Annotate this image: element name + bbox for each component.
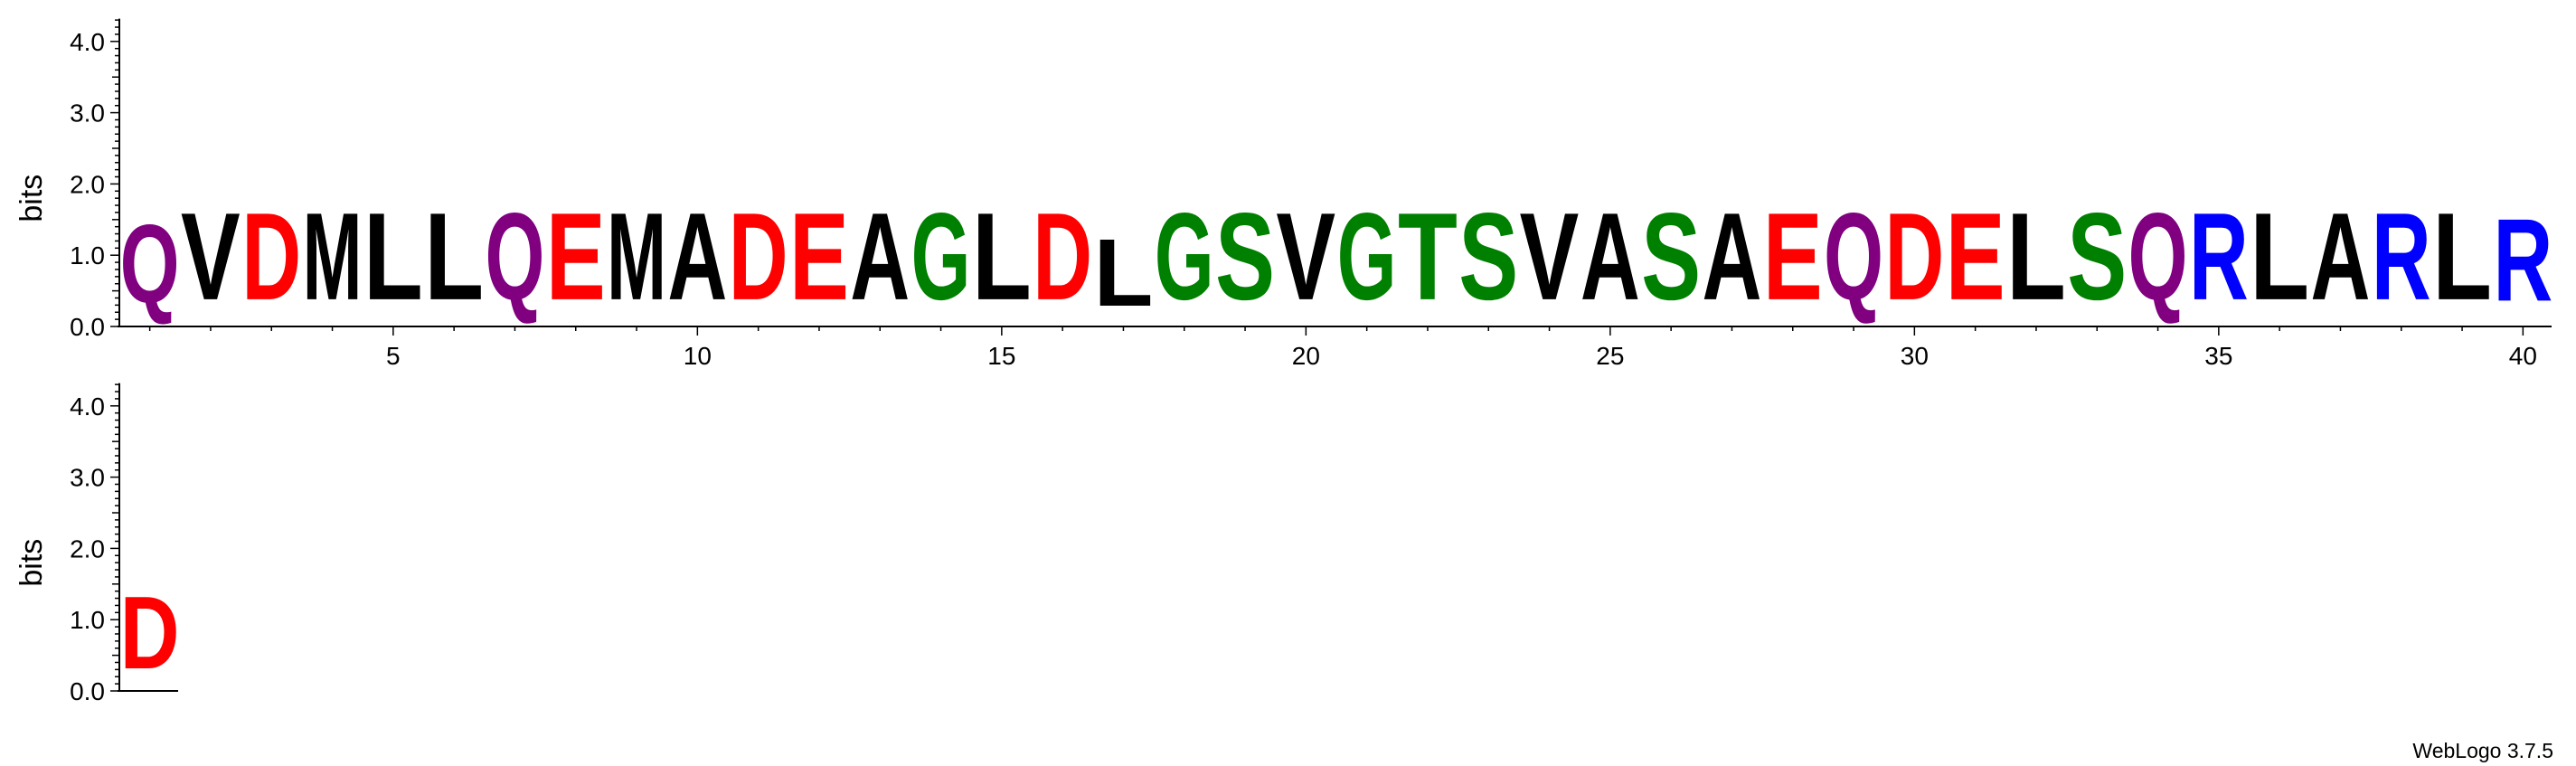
y-tick-label: 2.0	[70, 170, 105, 198]
y-tick-label: 0.0	[70, 677, 105, 705]
logo-panel-2: 0.0 1.0 2.0 3.0 4.0 bits D	[14, 383, 180, 705]
logo-letter-L: L	[972, 187, 1032, 326]
y-tick-label: 1.0	[70, 606, 105, 634]
logo-letter-L: L	[1093, 219, 1153, 326]
logo-letter-A: A	[1581, 186, 1640, 326]
logo-letter-S: S	[1641, 188, 1701, 326]
y-tick-label: 4.0	[70, 28, 105, 56]
logo-letter-D: D	[1033, 186, 1092, 326]
logo-letter-R: R	[2493, 194, 2552, 326]
logo-letter-L: L	[424, 187, 484, 326]
x-tick-label: 30	[1901, 342, 1929, 370]
logo-letter-M: M	[607, 187, 666, 326]
y-tick-label: 0.0	[70, 313, 105, 341]
logo-letter-Q: Q	[120, 202, 180, 326]
logo-letter-A: A	[1702, 186, 1761, 326]
x-tick-label: 40	[2509, 342, 2537, 370]
logo-letter-E: E	[1763, 188, 1823, 326]
weblogo-version-label: WebLogo 3.7.5	[2412, 739, 2553, 762]
logo-letter-L: L	[2432, 187, 2492, 326]
logo-letter-G: G	[911, 188, 971, 326]
logo-letter-R: R	[2372, 186, 2431, 326]
logo-letter-L: L	[363, 187, 423, 326]
logo-letter-D: D	[729, 186, 788, 326]
logo-letter-E: E	[1946, 188, 2005, 326]
x-tick-label: 20	[1292, 342, 1320, 370]
logo-letter-S: S	[1215, 188, 1275, 326]
logo-letter-T: T	[1398, 187, 1458, 326]
logo-letter-Q: Q	[2128, 188, 2188, 326]
logo-letter-D: D	[120, 575, 180, 690]
logo-letter-S: S	[2067, 188, 2127, 326]
x-tick-label: 35	[2204, 342, 2232, 370]
y-tick-label: 3.0	[70, 464, 105, 492]
logo-letter-L: L	[2250, 187, 2309, 326]
y-axis-label: bits	[14, 539, 49, 587]
logo-letter-R: R	[2189, 186, 2249, 326]
logo-letter-V: V	[1520, 188, 1580, 326]
logo-letter-A: A	[667, 186, 727, 326]
logo-letter-Q: Q	[485, 188, 544, 326]
logo-letter-M: M	[303, 187, 363, 326]
logo-letter-S: S	[1458, 188, 1518, 326]
logo-letter-E: E	[546, 188, 606, 326]
x-tick-label: 5	[386, 342, 401, 370]
y-tick-label: 3.0	[70, 99, 105, 128]
x-tick-label: 10	[684, 342, 712, 370]
logo-letter-Q: Q	[1824, 188, 1883, 326]
x-tick-label: 15	[987, 342, 1015, 370]
logo-letter-L: L	[2006, 187, 2066, 326]
logo-letter-D: D	[241, 186, 301, 326]
logo-letter-E: E	[789, 188, 849, 326]
logo-letter-V: V	[181, 188, 241, 326]
y-tick-label: 2.0	[70, 534, 105, 563]
logo-letter-A: A	[850, 186, 910, 326]
y-tick-label: 4.0	[70, 392, 105, 421]
logo-letter-V: V	[1276, 188, 1335, 326]
y-axis-label: bits	[14, 175, 49, 222]
logo-letter-A: A	[2310, 186, 2370, 326]
y-tick-label: 1.0	[70, 241, 105, 270]
logo-letter-G: G	[1155, 188, 1214, 326]
logo-letter-G: G	[1337, 188, 1397, 326]
x-tick-label: 25	[1596, 342, 1624, 370]
logo-letter-D: D	[1884, 186, 1944, 326]
